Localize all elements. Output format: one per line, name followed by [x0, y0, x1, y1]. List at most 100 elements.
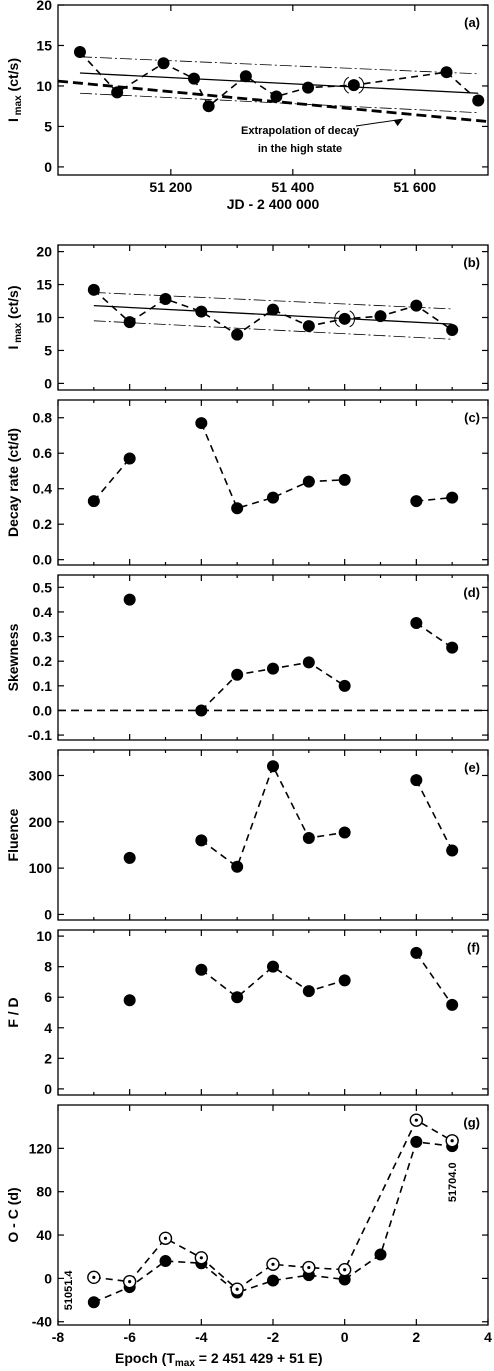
panel-label: (b) [463, 255, 480, 270]
y-axis-label: Fluence [5, 808, 21, 861]
y-tick-label: 0.1 [33, 678, 53, 694]
panel-c: 0.0 0.2 0.4 0.6 0.8 (c) Decay rate (ct/d) [5, 399, 489, 568]
data-point-open-center [414, 1118, 418, 1122]
data-point [159, 293, 172, 306]
series-line [93, 458, 131, 502]
y-tick-label: 6 [44, 989, 52, 1005]
data-point [410, 495, 423, 508]
data-point [267, 1274, 279, 1287]
y-tick-label: 5 [44, 118, 52, 134]
data-point [410, 946, 423, 959]
y-tick-label: -0.1 [28, 727, 52, 743]
panel-label: (g) [463, 1115, 480, 1130]
data-point [123, 593, 136, 606]
point-label: 51051.4 [63, 1270, 75, 1311]
x-tick-label: 51 200 [149, 179, 192, 195]
bracket-left [343, 76, 350, 94]
data-point [446, 324, 459, 337]
panel-label: (f) [467, 940, 480, 955]
data-point [446, 998, 459, 1011]
data-point [302, 656, 315, 669]
data-point-open-center [450, 1139, 454, 1143]
panel-a: 0 5 10 15 20 51 200 51 400 51 600 (a) I max (ct/s… [5, 0, 489, 212]
y-axis-label: Skewness [5, 623, 21, 691]
data-point [410, 774, 423, 787]
data-point [338, 473, 351, 486]
data-point [302, 81, 315, 94]
y-tick-label: 0.0 [33, 702, 53, 718]
panel-d: -0.1 0.0 0.1 0.2 0.3 0.4 0.5 (d) Skewness [5, 574, 489, 743]
data-point [87, 283, 100, 296]
fit-line-dashdot [79, 92, 479, 114]
x-tick-label: 0 [341, 1329, 349, 1345]
data-point [410, 1135, 423, 1148]
point-label: 51704.0 [447, 1162, 459, 1202]
y-tick-label: 5 [44, 342, 52, 358]
data-point [195, 834, 208, 847]
series-line [93, 1119, 453, 1291]
y-tick-label: 0 [44, 1270, 52, 1286]
y-tick-label: 0.3 [33, 629, 53, 645]
data-point [123, 851, 136, 864]
panel-label: (e) [464, 760, 480, 775]
bracket-left [334, 310, 340, 328]
x-tick-label: -6 [123, 1329, 136, 1345]
series-line [415, 952, 453, 1006]
data-point [202, 100, 215, 113]
data-point [267, 303, 279, 316]
data-point-open-center [307, 1265, 311, 1270]
data-point-open-center [163, 1236, 168, 1240]
series-line [200, 422, 345, 510]
plot-frame [57, 4, 489, 176]
y-tick-label: 0.8 [33, 410, 53, 426]
data-point [302, 985, 315, 998]
data-point-open-center [128, 1280, 132, 1284]
y-axis-label: Decay rate (ct/d) [5, 428, 21, 537]
x-tick-label: 4 [484, 1329, 492, 1345]
bracket-right [358, 76, 365, 94]
y-tick-label: 20 [36, 244, 52, 260]
data-point [188, 72, 201, 85]
annotation-line-2: in the high state [258, 143, 342, 155]
series-line [200, 965, 345, 999]
series-line [93, 289, 453, 336]
data-point [446, 491, 459, 504]
y-tick-label: 0.2 [33, 516, 53, 532]
data-point [123, 994, 136, 1007]
data-point [270, 90, 283, 103]
data-point [302, 320, 315, 333]
y-axis-label: F / D [5, 997, 21, 1027]
y-tick-label: 100 [29, 860, 53, 876]
x-tick-label: -4 [195, 1329, 208, 1345]
data-point [159, 1255, 172, 1268]
y-tick-label: 15 [36, 277, 52, 293]
y-axis-label: I max (ct/s) [5, 285, 24, 349]
data-point [231, 860, 244, 873]
y-tick-label: 0.6 [33, 445, 53, 461]
y-tick-label: 0.4 [33, 481, 53, 497]
y-tick-label: 0 [44, 375, 52, 391]
x-tick-label: -8 [52, 1329, 65, 1345]
data-point [338, 312, 351, 325]
y-tick-label: 0.2 [33, 653, 53, 669]
data-point [472, 94, 485, 107]
data-point [302, 475, 315, 488]
y-tick-label: 10 [36, 310, 52, 326]
panel-f: 0 2 4 6 8 10 (f) F / D [5, 928, 489, 1097]
series-line [416, 496, 453, 502]
series-line [200, 764, 345, 869]
y-tick-label: 40 [36, 1227, 52, 1243]
data-point [446, 641, 459, 654]
data-point [440, 66, 453, 79]
data-point [347, 79, 360, 92]
data-point [195, 305, 208, 318]
data-point [267, 662, 279, 675]
data-point [267, 760, 279, 773]
panel-e: 0 100 200 300 (e) Fluence [5, 749, 489, 922]
y-tick-label: 300 [29, 767, 53, 783]
x-axis-label: JD - 2 400 000 [227, 196, 320, 212]
x-tick-label: 51 600 [393, 179, 436, 195]
plot-frame [57, 929, 489, 1096]
